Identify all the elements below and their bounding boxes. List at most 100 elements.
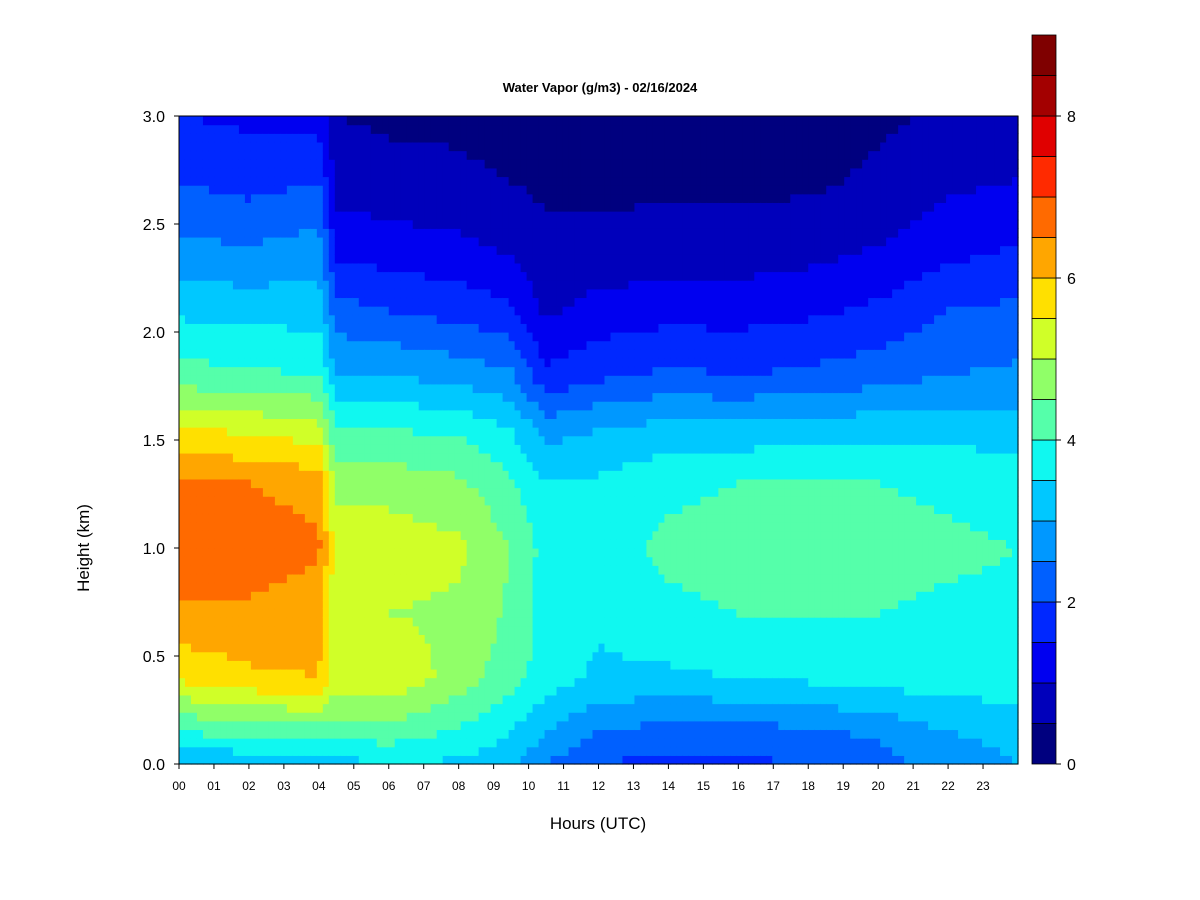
heatmap-cell	[256, 539, 264, 549]
heatmap-cell	[179, 340, 186, 350]
heatmap-cell	[418, 193, 426, 203]
heatmap-cell	[490, 375, 498, 385]
heatmap-cell	[346, 720, 354, 731]
heatmap-cell	[196, 314, 204, 324]
heatmap-cell	[526, 643, 534, 653]
heatmap-cell	[370, 591, 378, 601]
heatmap-cell	[184, 522, 192, 532]
heatmap-cell	[550, 124, 558, 134]
heatmap-cell	[202, 409, 210, 419]
heatmap-cell	[388, 651, 396, 661]
heatmap-cell	[418, 643, 426, 653]
heatmap-cell	[568, 262, 576, 273]
heatmap-cell	[412, 297, 420, 307]
heatmap-cell	[304, 703, 312, 713]
heatmap-cell	[448, 185, 456, 195]
heatmap-cell	[556, 608, 564, 618]
heatmap-cell	[286, 686, 294, 696]
heatmap-cell	[406, 513, 414, 523]
heatmap-cell	[430, 159, 438, 169]
heatmap-cell	[550, 228, 558, 238]
heatmap-cell	[268, 288, 276, 299]
heatmap-cell	[202, 427, 210, 437]
heatmap-cell	[292, 193, 300, 203]
heatmap-cell	[274, 435, 282, 445]
heatmap-cell	[256, 738, 264, 748]
heatmap-cell	[394, 496, 402, 506]
heatmap-cell	[238, 729, 246, 739]
heatmap-cell	[514, 470, 522, 480]
heatmap-cell	[304, 254, 312, 264]
heatmap-cell	[352, 738, 360, 748]
heatmap-cell	[418, 539, 426, 549]
heatmap-cell	[358, 357, 366, 368]
heatmap-cell	[496, 185, 504, 195]
heatmap-cell	[478, 435, 486, 445]
heatmap-cell	[568, 375, 576, 385]
heatmap-cell	[286, 176, 294, 186]
heatmap-cell	[346, 686, 354, 696]
heatmap-cell	[179, 383, 186, 394]
heatmap-cell	[400, 573, 408, 584]
heatmap-cell	[244, 435, 252, 445]
heatmap-cell	[382, 712, 390, 722]
heatmap-cell	[400, 176, 408, 186]
heatmap-cell	[388, 254, 396, 264]
heatmap-cell	[250, 357, 258, 368]
heatmap-cell	[232, 746, 240, 756]
heatmap-cell	[208, 694, 216, 705]
heatmap-cell	[232, 478, 240, 489]
heatmap-cell	[412, 694, 420, 705]
heatmap-cell	[436, 314, 444, 324]
heatmap-cell	[286, 288, 294, 299]
heatmap-cell	[538, 262, 546, 273]
heatmap-cell	[394, 435, 402, 445]
heatmap-cell	[514, 262, 522, 273]
heatmap-cell	[226, 133, 234, 143]
heatmap-cell	[292, 513, 300, 523]
heatmap-cell	[394, 729, 402, 739]
heatmap-cell	[286, 383, 294, 394]
heatmap-cell	[466, 280, 474, 290]
heatmap-cell	[538, 625, 546, 635]
heatmap-cell	[514, 133, 522, 143]
heatmap-cell	[256, 202, 264, 212]
heatmap-cell	[179, 694, 186, 705]
heatmap-cell	[466, 254, 474, 264]
heatmap-cell	[418, 487, 426, 497]
heatmap-cell	[400, 617, 408, 627]
heatmap-cell	[520, 280, 528, 290]
heatmap-cell	[280, 565, 288, 575]
heatmap-cell	[526, 530, 534, 540]
heatmap-cell	[448, 565, 456, 575]
heatmap-cell	[574, 565, 582, 575]
heatmap-cell	[478, 193, 486, 203]
heatmap-cell	[538, 651, 546, 661]
heatmap-cell	[412, 496, 420, 506]
heatmap-cell	[274, 496, 282, 506]
heatmap-cell	[400, 124, 408, 134]
heatmap-cell	[280, 686, 288, 696]
heatmap-cell	[280, 496, 288, 506]
heatmap-cell	[400, 133, 408, 143]
heatmap-cell	[346, 565, 354, 575]
heatmap-cell	[352, 729, 360, 739]
heatmap-cell	[304, 677, 312, 687]
heatmap-cell	[400, 288, 408, 299]
heatmap-cell	[280, 159, 288, 169]
heatmap-cell	[478, 401, 486, 411]
heatmap-cell	[430, 254, 438, 264]
heatmap-cell	[544, 677, 552, 687]
heatmap-cell	[388, 677, 396, 687]
heatmap-cell	[232, 176, 240, 186]
heatmap-cell	[412, 133, 420, 143]
heatmap-cell	[346, 625, 354, 635]
heatmap-cell	[526, 357, 534, 368]
heatmap-cell	[406, 383, 414, 394]
heatmap-cell	[316, 530, 324, 540]
heatmap-cell	[424, 228, 432, 238]
heatmap-cell	[334, 418, 342, 428]
heatmap-cell	[316, 418, 324, 428]
heatmap-cell	[538, 452, 546, 463]
heatmap-cell	[544, 262, 552, 273]
